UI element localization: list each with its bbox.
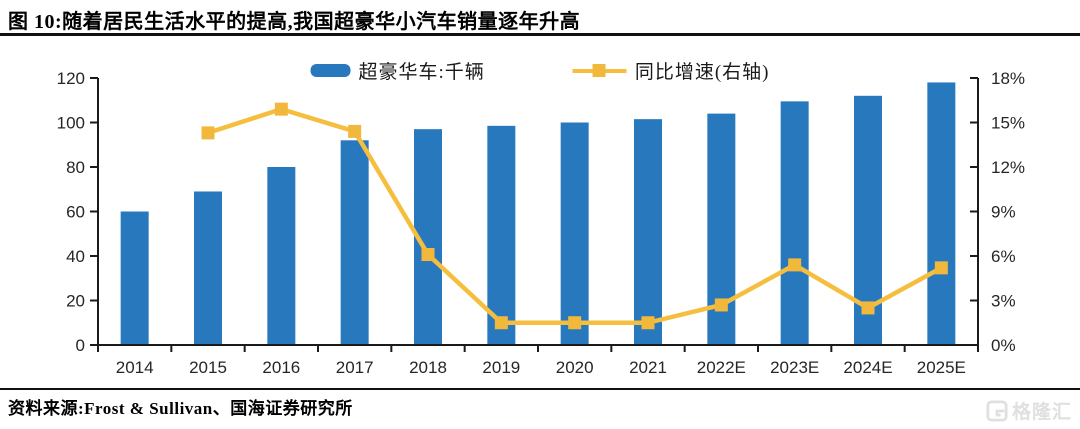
legend-item-bar: 超豪华车:千辆 [310,57,485,84]
combo-chart: 0 20 40 60 80 100 120 0% 3% 6% 9% 12% 15% 18% 2014 2015… [57,69,1025,377]
watermark-text: 格隆汇 [1011,402,1072,423]
growth-marker-2025E [934,261,948,275]
bar-2015 [194,191,222,345]
growth-marker-2018 [421,248,435,262]
growth-marker-2015 [201,126,215,140]
bar-2025E [927,82,956,345]
title-divider [0,33,1080,36]
right-axis-tick-label: 0% [991,336,1016,355]
x-axis-label-2016: 2016 [262,358,300,377]
left-axis-tick-label: 40 [66,247,85,266]
bar-series-swatch [310,64,351,77]
line-series-swatch [572,63,627,78]
bar-2023E [780,101,809,345]
x-axis-label-2017: 2017 [336,358,374,377]
x-axis-label-2023E: 2023E [770,358,819,377]
growth-marker-2017 [348,124,362,138]
x-axis-label-2014: 2014 [116,358,154,377]
bar-2021 [634,119,662,345]
left-axis-tick-label: 120 [57,69,85,88]
growth-marker-2021 [641,316,655,330]
x-axis-label-2020: 2020 [556,358,594,377]
x-axis-label-2015: 2015 [189,358,227,377]
growth-marker-2020 [568,316,582,330]
bar-2014 [120,211,149,345]
right-axis-tick-label: 6% [991,247,1016,266]
x-axis-label-2025E: 2025E [917,358,966,377]
right-axis-tick-label: 15% [991,114,1025,133]
line-series-label: 同比增速(右轴) [634,62,770,83]
growth-marker-2019 [494,316,508,330]
left-axis-tick-label: 60 [66,203,85,222]
gelonghui-logo-icon [986,399,1008,422]
bar-2016 [267,167,296,345]
footer-divider [0,388,1080,390]
chart-title: 图 10:随着居民生活水平的提高,我国超豪华小汽车销量逐年升高 [8,11,581,33]
x-axis-label-2024E: 2024E [843,358,892,377]
bar-2017 [340,140,369,345]
x-axis-label-2019: 2019 [482,358,520,377]
growth-marker-2016 [274,102,288,116]
growth-marker-2022E [714,298,728,312]
growth-marker-2023E [788,258,802,272]
right-axis-tick-label: 3% [991,292,1016,311]
right-axis-tick-label: 9% [991,203,1016,222]
right-axis-tick-label: 12% [991,158,1025,177]
left-axis-tick-label: 100 [57,114,85,133]
x-axis-label-2021: 2021 [629,358,667,377]
growth-marker-2024E [861,301,875,315]
bar-2019 [487,125,516,346]
left-axis-tick-label: 0 [76,336,85,355]
gelonghui-watermark: 格隆汇 [986,397,1072,424]
chart-legend: 超豪华车:千辆 同比增速(右轴) [310,57,770,84]
x-axis-label-2022E: 2022E [697,358,746,377]
right-axis-tick-label: 18% [991,69,1025,88]
left-axis-tick-label: 80 [66,158,85,177]
left-axis-tick-label: 20 [66,292,85,311]
x-axis-label-2018: 2018 [409,358,447,377]
source-note: 资料来源:Frost & Sullivan、国海证券研究所 [8,399,353,418]
bar-2020 [560,122,589,345]
bar-series-label: 超豪华车:千辆 [358,62,485,83]
legend-item-line: 同比增速(右轴) [572,57,770,84]
